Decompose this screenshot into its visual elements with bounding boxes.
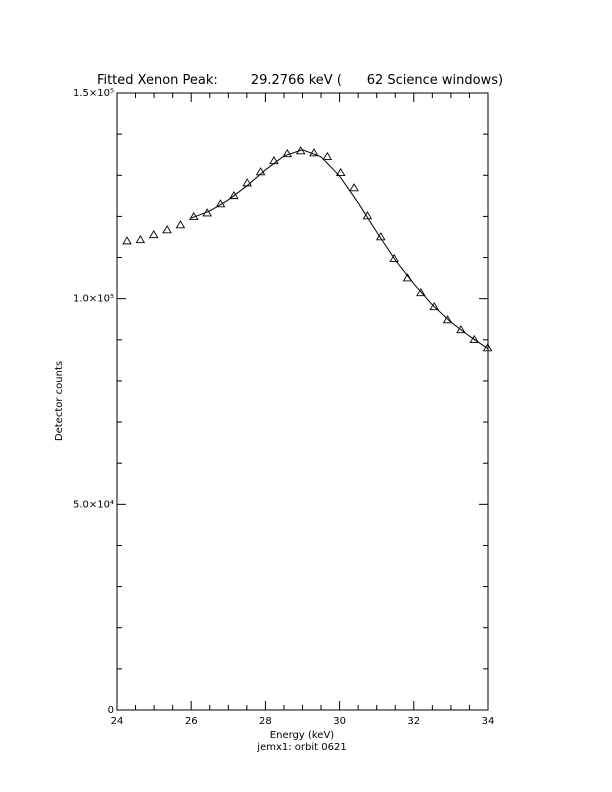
x-tick-label: 26 bbox=[185, 716, 198, 727]
data-point bbox=[282, 148, 293, 158]
y-tick-label: 1.0×10⁵ bbox=[73, 294, 114, 305]
fit-line bbox=[191, 149, 489, 350]
data-point bbox=[322, 151, 333, 161]
data-point bbox=[375, 232, 386, 241]
data-point bbox=[242, 178, 253, 187]
x-tick-label: 34 bbox=[482, 716, 495, 727]
data-point bbox=[122, 236, 132, 245]
data-point bbox=[309, 148, 319, 157]
data-point bbox=[416, 288, 426, 297]
data-point bbox=[362, 211, 373, 220]
data-point bbox=[162, 225, 172, 234]
data-point bbox=[135, 234, 146, 244]
data-point bbox=[335, 167, 346, 177]
data-point bbox=[148, 230, 159, 239]
y-tick-label: 0 bbox=[108, 705, 114, 716]
x-axis-label: Energy (keV) bbox=[270, 730, 335, 741]
data-point bbox=[175, 220, 186, 229]
data-point bbox=[229, 190, 239, 200]
chart-title: Fitted Xenon Peak: 29.2766 keV ( 62 Scie… bbox=[97, 73, 503, 88]
data-point bbox=[255, 167, 266, 176]
data-point bbox=[389, 253, 399, 263]
plot-frame bbox=[116, 92, 489, 711]
x-tick-label: 32 bbox=[407, 716, 420, 727]
y-tick-label: 1.5×10⁵ bbox=[73, 88, 114, 99]
data-point bbox=[469, 334, 480, 344]
subtitle: jemx1: orbit 0621 bbox=[256, 742, 346, 753]
x-tick-label: 24 bbox=[111, 716, 124, 727]
data-point bbox=[295, 146, 306, 155]
x-tick-label: 30 bbox=[333, 716, 346, 727]
data-point bbox=[456, 325, 466, 334]
data-point bbox=[429, 302, 439, 311]
data-point bbox=[442, 315, 453, 324]
data-point bbox=[349, 183, 359, 192]
y-tick-label: 5.0×10⁴ bbox=[73, 499, 114, 510]
data-point bbox=[269, 155, 279, 165]
x-tick-label: 28 bbox=[259, 716, 272, 727]
y-axis-label: Detector counts bbox=[54, 361, 65, 441]
data-point bbox=[402, 273, 413, 282]
